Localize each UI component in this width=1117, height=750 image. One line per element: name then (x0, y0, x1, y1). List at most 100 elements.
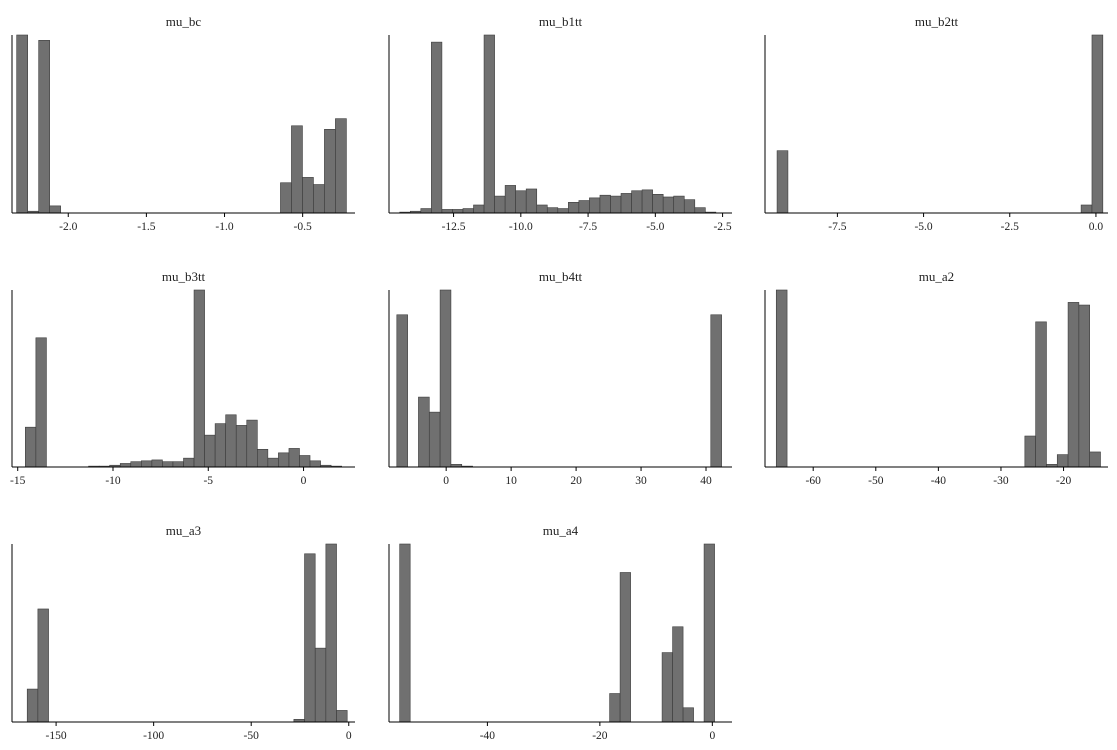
x-tick-label: -1.0 (215, 221, 233, 233)
histogram-bar (1024, 435, 1036, 468)
histogram-bar (1035, 321, 1047, 468)
x-tick-label: 0.0 (1089, 221, 1104, 233)
histogram-bar (682, 707, 694, 723)
histogram-bar (141, 460, 153, 468)
histogram-bar (703, 543, 715, 723)
histogram-bar (280, 182, 292, 214)
histogram-bar (172, 461, 184, 468)
histogram-bar (431, 41, 443, 214)
histogram-bar (314, 647, 327, 723)
histogram-bar (610, 195, 622, 214)
x-tick-label: -40 (480, 730, 496, 742)
x-tick-label: -20 (1056, 475, 1072, 487)
histogram-bar (776, 150, 789, 214)
histogram-bar (130, 461, 142, 468)
histogram-bar (775, 289, 788, 468)
histogram-bar (483, 34, 495, 214)
x-tick-label: -150 (46, 730, 67, 742)
x-tick-label: -7.5 (828, 221, 846, 233)
histogram-bar (683, 199, 696, 214)
panel-title: mu_a3 (166, 523, 201, 538)
histogram-bar (620, 193, 632, 214)
histogram-bar (525, 188, 538, 214)
histogram-bars (26, 543, 348, 723)
panel-title: mu_b4tt (539, 269, 583, 284)
histogram-bar (304, 553, 316, 723)
histogram-bars (776, 34, 1104, 214)
histogram-bar (151, 459, 163, 468)
x-tick-label: 0 (346, 730, 352, 742)
histogram-bar (662, 196, 675, 214)
x-tick-label: -100 (143, 730, 164, 742)
x-tick-label: -1.5 (137, 221, 155, 233)
histogram-bar (267, 457, 279, 468)
histogram-bar (302, 177, 314, 214)
x-tick-label: -12.5 (442, 221, 466, 233)
histogram-bar (16, 34, 28, 214)
histogram-bar (631, 190, 643, 214)
histogram-bar (288, 448, 300, 468)
histogram-bar (536, 204, 548, 214)
histogram-bar (396, 314, 408, 468)
x-tick-label: 30 (635, 475, 647, 487)
panel-title: mu_b1tt (539, 14, 583, 29)
histogram-bar (439, 289, 452, 468)
histogram-bar (119, 463, 132, 468)
x-tick-label: -5.0 (914, 221, 932, 233)
histogram-bar (652, 194, 664, 214)
x-tick-label: -30 (993, 475, 1009, 487)
histogram-bar (515, 190, 527, 214)
histogram-bar (313, 184, 325, 214)
histogram-bar (462, 208, 474, 214)
histogram-bar (494, 195, 506, 214)
histogram-bar (324, 129, 336, 214)
x-tick-label: 0 (301, 475, 307, 487)
x-tick-label: -15 (10, 475, 26, 487)
histogram-panel-mu-a4: mu_a4 -40 -20 0 (388, 523, 732, 742)
histogram-bar (399, 543, 411, 723)
histogram-bar (428, 411, 441, 468)
histogram-bar (183, 457, 195, 468)
histogram-bar (661, 652, 673, 723)
histogram-bar (1056, 454, 1069, 468)
histogram-bar (672, 626, 684, 723)
histogram-bar (1080, 204, 1093, 214)
histogram-bar (246, 419, 258, 468)
histogram-bar (452, 209, 464, 214)
histogram-bar (257, 448, 269, 468)
x-tick-label: -7.5 (579, 221, 597, 233)
histogram-panel-mu-b1tt: mu_b1tt -12.5 -10.0 -7.5 -5.0 -2.5 (388, 14, 732, 233)
histogram-bar (162, 461, 174, 468)
histogram-bar (1078, 304, 1090, 468)
x-tick-label: -10.0 (509, 221, 533, 233)
histogram-bar (441, 209, 453, 214)
histogram-bars (396, 289, 722, 468)
histogram-bar (325, 543, 337, 723)
histogram-panel-mu-b3tt: mu_b3tt -15 -10 -5 0 (10, 269, 355, 487)
histogram-bars (399, 34, 717, 214)
histogram-bar (1089, 451, 1101, 468)
x-tick-label: -2.0 (59, 221, 77, 233)
histogram-panel-mu-bc: mu_bc -2.0 -1.5 -1.0 -0.5 (11, 14, 355, 233)
x-tick-label: -5 (203, 475, 213, 487)
x-tick-label: -2.5 (713, 221, 731, 233)
x-tick-label: -2.5 (1001, 221, 1019, 233)
histogram-bar (204, 434, 216, 468)
x-tick-label: -0.5 (294, 221, 312, 233)
x-tick-label: 10 (505, 475, 517, 487)
histogram-bar (504, 185, 516, 214)
x-tick-label: 20 (570, 475, 582, 487)
histogram-bar (473, 204, 485, 214)
panel-title: mu_bc (166, 14, 202, 29)
histogram-bar (37, 608, 49, 723)
histogram-bars (775, 289, 1101, 468)
histogram-bar (214, 423, 226, 468)
histogram-bar (546, 207, 559, 214)
histogram-panel-mu-a2: mu_a2 -60 -50 -40 -30 -20 (764, 269, 1108, 487)
histogram-bar (557, 208, 569, 214)
histogram-bar (1091, 34, 1104, 214)
histogram-bar (299, 455, 311, 468)
histogram-bar (418, 396, 430, 468)
histogram-bar (568, 202, 580, 214)
